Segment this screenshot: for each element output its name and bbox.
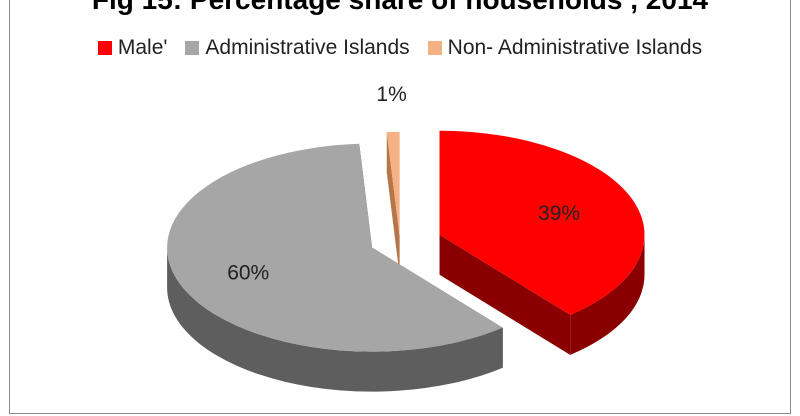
pie-labels: 39% 60% 1% (227, 83, 580, 285)
chart-title: Fig 15: Percentage share of households ,… (0, 0, 800, 16)
pie-label-1: 60% (227, 261, 269, 284)
pie-slice-1 (167, 143, 503, 352)
pie-slice-2 (386, 131, 400, 236)
legend-item-male: Male' (97, 36, 168, 60)
pie-cut-wall-2-0 (386, 132, 400, 276)
pie-rim-0-0 (570, 234, 645, 355)
pie-top-faces (167, 130, 645, 352)
legend-label-male: Male' (117, 36, 168, 59)
legend-item-non-administrative-islands: Non- Administrative Islands (427, 36, 703, 60)
legend-label-administrative-islands: Administrative Islands (205, 36, 410, 59)
legend-swatch-administrative-islands (185, 41, 200, 55)
pie-label-2: 1% (376, 83, 406, 106)
legend: Male' Administrative Islands Non- Admini… (0, 36, 800, 60)
legend-swatch-non-administrative-islands (427, 41, 442, 55)
pie-rim-1-0 (167, 247, 503, 392)
pie-label-0: 39% (538, 202, 580, 225)
legend-swatch-male (97, 41, 112, 55)
legend-label-non-administrative-islands: Non- Administrative Islands (447, 36, 703, 59)
pie-cut-wall-0-1 (439, 234, 571, 355)
legend-item-administrative-islands: Administrative Islands (185, 36, 410, 60)
pie-slice-0 (439, 130, 645, 315)
